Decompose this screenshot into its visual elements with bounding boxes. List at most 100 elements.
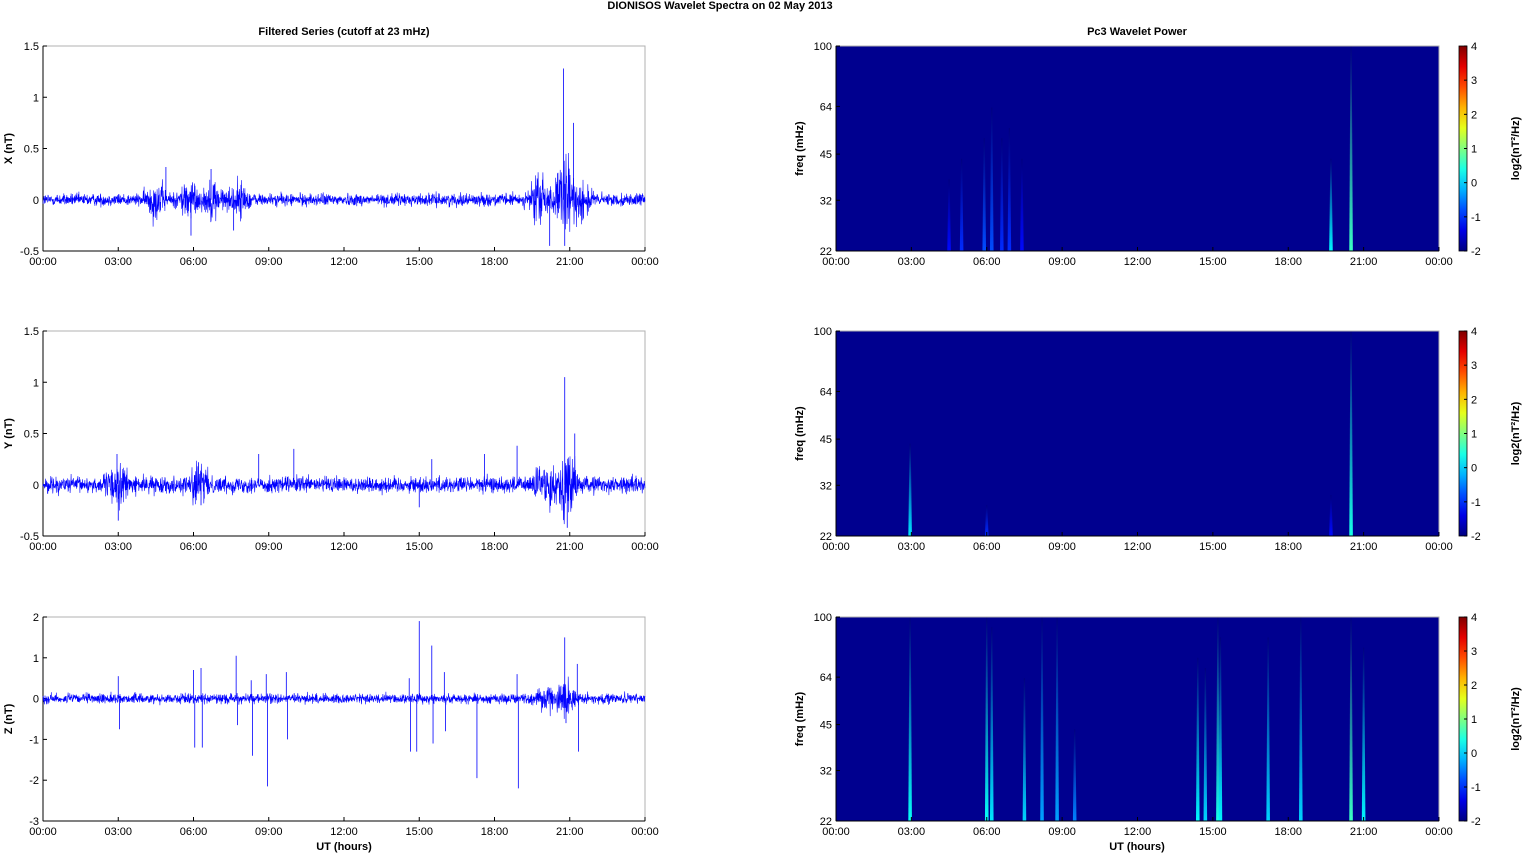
spectrum-xtick-label-0-0: 00:00 [822,256,850,268]
series-xtick-label-0-2: 06:00 [180,256,208,268]
spectrum-ytick-label-1-3: 64 [820,386,832,398]
colorbar-tick-label-0-0: -2 [1471,246,1481,258]
spectrum-xtick-label-0-3: 09:00 [1048,256,1076,268]
series-ytick-label-2-0: -3 [29,816,39,828]
series-ytick-label-2-5: 2 [33,612,39,624]
series-xtick-label-0-7: 21:00 [556,256,584,268]
series-xtick-label-1-1: 03:00 [104,541,132,553]
spectrum-ridge-2-6 [1072,729,1077,821]
spectrum-ytick-label-0-3: 64 [820,101,832,113]
series-xtick-label-0-1: 03:00 [104,256,132,268]
timeseries-panel-x: 00:00 03:00 06:00 09:00 12:00 15:00 18:00 21:00… [3,41,659,268]
spectrum-ridge-2-0 [908,617,912,821]
spectrum-ytick-label-2-3: 64 [820,672,832,684]
colorbar-tick-label-1-0: -2 [1471,531,1481,543]
series-xtick-label-0-8: 00:00 [631,256,659,268]
series-trace-x [42,152,646,232]
spectrum-ridge-1-2 [1329,495,1333,536]
spectrum-ylabel-1: freq (mHz) [794,406,806,461]
spectrum-background-1 [836,331,1439,536]
spectrum-xtick-label-2-0: 00:00 [822,826,850,838]
spectrum-ridge-2-7 [1196,657,1200,821]
spectrum-ridge-0-4 [1000,138,1004,251]
series-xtick-label-1-6: 18:00 [481,541,509,553]
series-xtick-label-0-3: 09:00 [255,256,283,268]
spectrum-ridge-2-13 [1349,617,1353,821]
colorbar-tick-label-1-1: -1 [1471,497,1481,509]
colorbar-tick-label-1-5: 3 [1471,360,1477,372]
series-xtick-label-0-5: 15:00 [405,256,433,268]
series-trace-z [42,676,646,719]
spectrum-ridge-1-3 [1349,331,1353,536]
spectrum-ridge-2-4 [1040,617,1044,821]
spectrum-ridge-2-8 [1203,668,1208,821]
series-xtick-label-1-5: 15:00 [405,541,433,553]
spectrum-ridge-2-9 [1216,617,1220,821]
series-xtick-label-1-2: 06:00 [180,541,208,553]
series-xtick-label-1-8: 00:00 [631,541,659,553]
spectrum-xtick-label-2-7: 21:00 [1350,826,1378,838]
spectrum-xtick-label-2-1: 03:00 [898,826,926,838]
series-ytick-label-2-3: 0 [33,694,39,706]
right-column-title: Pc3 Wavelet Power [1087,26,1188,38]
colorbar-tick-label-1-4: 2 [1471,394,1477,406]
spectrum-ytick-label-0-0: 22 [820,246,832,258]
series-frame-1 [42,330,646,537]
spectrum-ridge-0-3 [989,107,994,251]
figure-title: DIONISOS Wavelet Spectra on 02 May 2013 [607,0,832,12]
spectrum-ytick-label-2-0: 22 [820,816,832,828]
spectrum-xtick-label-0-5: 15:00 [1199,256,1227,268]
spectrum-xtick-label-2-4: 12:00 [1124,826,1152,838]
spectrum-ytick-label-1-1: 32 [820,480,832,492]
colorbar-tick-label-0-4: 2 [1471,109,1477,121]
series-xtick-label-1-4: 12:00 [330,541,358,553]
spectrum-ridge-0-6 [1020,158,1024,251]
spectrum-ylabel-0: freq (mHz) [794,121,806,176]
spectrum-xtick-label-1-6: 18:00 [1274,541,1302,553]
spectrum-ytick-label-1-4: 100 [814,326,832,338]
spectrum-xtick-label-2-5: 15:00 [1199,826,1227,838]
colorbar-tick-label-0-5: 3 [1471,75,1477,87]
spectrum-xtick-label-2-8: 00:00 [1425,826,1453,838]
series-ytick-label-0-1: 0 [33,195,39,207]
spectrum-xtick-label-0-8: 00:00 [1425,256,1453,268]
colorbar-tick-label-2-5: 3 [1471,646,1477,658]
series-xtick-label-0-0: 00:00 [29,256,57,268]
series-xtick-label-2-1: 03:00 [104,826,132,838]
spectrum-ridge-0-2 [982,138,987,251]
colorbar-tick-label-2-0: -2 [1471,816,1481,828]
spectrum-ytick-label-0-4: 100 [814,41,832,53]
colorbar-tick-label-1-6: 4 [1471,326,1477,338]
spectrum-ridge-2-10 [1218,637,1223,821]
spectrum-ridge-2-11 [1266,637,1270,821]
series-ylabel-z: Z (nT) [3,703,15,734]
colorbar-label-0: log2(nT²/Hz) [1510,116,1522,180]
spectrum-ridge-2-3 [1022,678,1027,821]
series-ytick-label-0-3: 1 [33,92,39,104]
spectrum-ylabel-2: freq (mHz) [794,691,806,746]
spectrum-xtick-label-2-6: 18:00 [1274,826,1302,838]
colorbar-label-1: log2(nT²/Hz) [1510,401,1522,465]
spectrum-xtick-label-0-7: 21:00 [1350,256,1378,268]
colorbar-tick-label-2-1: -1 [1471,782,1481,794]
series-xtick-label-1-7: 21:00 [556,541,584,553]
timeseries-panel-y: 00:00 03:00 06:00 09:00 12:00 15:00 18:00 21:00… [3,326,659,553]
series-xtick-label-2-4: 12:00 [330,826,358,838]
series-trace-y [42,455,646,525]
spectrum-xtick-label-2-3: 09:00 [1048,826,1076,838]
colorbar-tick-label-2-2: 0 [1471,748,1477,760]
spectrum-ridge-2-2 [989,627,994,821]
spectrum-xtick-label-0-2: 06:00 [973,256,1001,268]
colorbar-tick-label-0-1: -1 [1471,212,1481,224]
series-ytick-label-2-1: -2 [29,775,39,787]
series-xtick-label-2-0: 00:00 [29,826,57,838]
series-ytick-label-2-2: -1 [29,734,39,746]
series-xtick-label-2-3: 09:00 [255,826,283,838]
series-ytick-label-0-2: 0.5 [24,144,39,156]
spectrum-ytick-label-2-4: 100 [814,612,832,624]
colorbar-tick-label-2-3: 1 [1471,714,1477,726]
series-xtick-label-1-0: 00:00 [29,541,57,553]
spectrum-background-2 [836,617,1439,821]
spectrum-xtick-label-1-2: 06:00 [973,541,1001,553]
